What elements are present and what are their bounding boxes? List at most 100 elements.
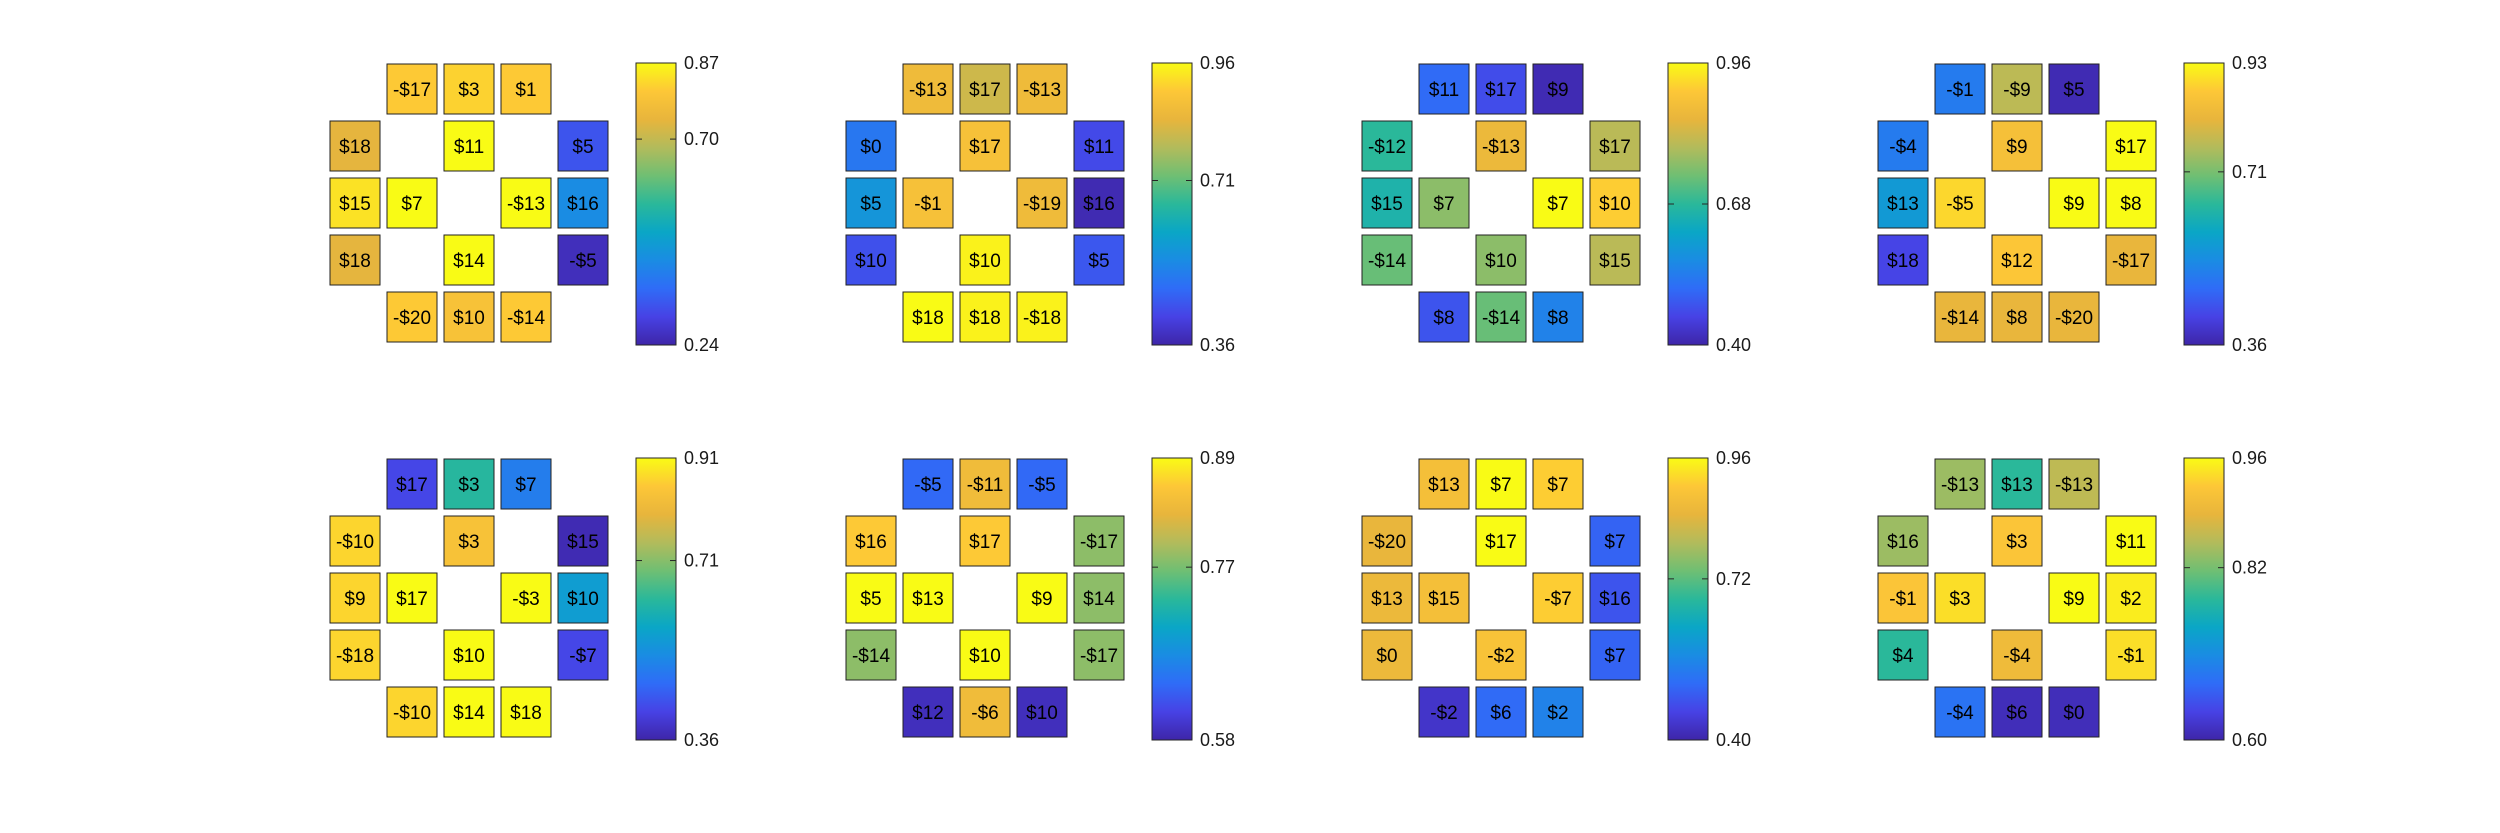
cell-label: -$5 bbox=[569, 251, 596, 272]
cell-label: -$1 bbox=[2117, 646, 2144, 667]
heatmap-cell bbox=[1532, 458, 1584, 510]
heatmap-cell bbox=[386, 291, 438, 343]
cell-label: -$13 bbox=[1023, 80, 1061, 101]
heatmap-cell bbox=[2105, 629, 2157, 681]
heatmap-cell bbox=[1418, 686, 1470, 738]
cell-label: -$2 bbox=[1430, 703, 1457, 724]
heatmap-cell bbox=[2048, 572, 2100, 624]
cell-label: $6 bbox=[1490, 703, 1511, 724]
cell-label: $13 bbox=[2001, 475, 2033, 496]
heatmap-cell bbox=[1016, 686, 1068, 738]
cell-label: $16 bbox=[855, 532, 887, 553]
heatmap-cell bbox=[845, 515, 897, 567]
cell-label: -$5 bbox=[1946, 194, 1973, 215]
colorbar-tick-label: 0.70 bbox=[684, 129, 719, 149]
colorbar-tick-label: 0.71 bbox=[2232, 162, 2267, 182]
cell-label: $8 bbox=[2006, 308, 2027, 329]
cell-label: -$7 bbox=[1544, 589, 1571, 610]
heatmap-cell bbox=[845, 234, 897, 286]
heatmap-cell bbox=[1073, 515, 1125, 567]
heatmap-cell bbox=[1532, 177, 1584, 229]
cell-label: $16 bbox=[1083, 194, 1115, 215]
heatmap-cell bbox=[1532, 572, 1584, 624]
cell-label: -$10 bbox=[336, 532, 374, 553]
colorbar-tick-label: 0.82 bbox=[2232, 558, 2267, 578]
cell-label: -$13 bbox=[507, 194, 545, 215]
cell-label: -$17 bbox=[1080, 646, 1118, 667]
cell-label: -$14 bbox=[507, 308, 545, 329]
heatmap-cell bbox=[443, 686, 495, 738]
colorbar-tick-label: 0.96 bbox=[1200, 53, 1235, 73]
cell-label: $18 bbox=[339, 137, 371, 158]
cell-label: -$17 bbox=[2112, 251, 2150, 272]
heatmap-cell bbox=[2048, 458, 2100, 510]
cell-label: -$11 bbox=[967, 475, 1004, 496]
colorbar-tick-label: 0.58 bbox=[1200, 730, 1235, 750]
heatmap-cell bbox=[1532, 291, 1584, 343]
heatmap-cell bbox=[443, 63, 495, 115]
cell-label: -$4 bbox=[2003, 646, 2031, 667]
cell-label: $15 bbox=[567, 532, 599, 553]
heatmap-panel-1: -$17 $3 $1 $18 $11 $5 $15 $7 -$13 $16 $18 $14 -$5 -$2… bbox=[329, 53, 719, 355]
heatmap-cell bbox=[557, 629, 609, 681]
heatmap-cell bbox=[1418, 458, 1470, 510]
heatmap-cell bbox=[845, 572, 897, 624]
cell-label: $3 bbox=[1949, 589, 1970, 610]
heatmap-cell bbox=[959, 63, 1011, 115]
heatmap-cell bbox=[386, 458, 438, 510]
heatmap-cell bbox=[1589, 629, 1641, 681]
cell-label: $9 bbox=[2006, 137, 2027, 158]
cell-label: $13 bbox=[1428, 475, 1460, 496]
cell-label: $18 bbox=[1887, 251, 1919, 272]
cell-label: $11 bbox=[454, 137, 484, 158]
cell-label: $10 bbox=[1485, 251, 1517, 272]
colorbar-tick-label: 0.36 bbox=[1200, 335, 1235, 355]
heatmap-cell bbox=[500, 686, 552, 738]
heatmap-cell bbox=[557, 177, 609, 229]
heatmap-cell bbox=[386, 572, 438, 624]
heatmap-cell bbox=[1361, 629, 1413, 681]
colorbar-tick-label: 0.40 bbox=[1716, 335, 1751, 355]
cell-label: $11 bbox=[1084, 137, 1114, 158]
cell-label: $14 bbox=[453, 251, 485, 272]
cell-label: $0 bbox=[1376, 646, 1397, 667]
heatmap-cell bbox=[959, 291, 1011, 343]
cell-label: $10 bbox=[453, 308, 485, 329]
cell-label: $10 bbox=[1599, 194, 1631, 215]
cell-label: $17 bbox=[1485, 80, 1517, 101]
cell-label: $2 bbox=[1547, 703, 1568, 724]
colorbar bbox=[1151, 62, 1193, 346]
heatmap-cell bbox=[443, 120, 495, 172]
cell-label: -$19 bbox=[1023, 194, 1061, 215]
heatmap-cell bbox=[1418, 291, 1470, 343]
cell-label: $7 bbox=[1547, 475, 1568, 496]
cell-label: -$7 bbox=[569, 646, 596, 667]
cell-label: $17 bbox=[969, 532, 1001, 553]
cell-label: $9 bbox=[2063, 589, 2084, 610]
heatmap-panel-7: $13 $7 $7 -$20 $17 $7 $13 $15 -$7 $16 $0 -$2 $7 -$2 $6… bbox=[1361, 448, 1751, 750]
cell-label: $7 bbox=[1604, 532, 1625, 553]
colorbar bbox=[635, 457, 677, 741]
heatmap-cell bbox=[329, 515, 381, 567]
heatmap-cell bbox=[1532, 686, 1584, 738]
heatmap-cell bbox=[1475, 63, 1527, 115]
heatmap-cell bbox=[1991, 458, 2043, 510]
cell-label: $3 bbox=[458, 80, 479, 101]
cell-label: -$13 bbox=[2055, 475, 2093, 496]
cell-label: $15 bbox=[1428, 589, 1460, 610]
heatmap-cell bbox=[1877, 629, 1929, 681]
heatmap-cell bbox=[443, 291, 495, 343]
cell-label: $5 bbox=[860, 194, 881, 215]
cell-label: $2 bbox=[2120, 589, 2141, 610]
cell-label: $3 bbox=[458, 532, 479, 553]
colorbar-tick-label: 0.96 bbox=[1716, 448, 1751, 468]
cell-label: $1 bbox=[515, 80, 536, 101]
heatmap-cell bbox=[1991, 234, 2043, 286]
heatmap-cell bbox=[1934, 686, 1986, 738]
heatmap-cell bbox=[1991, 515, 2043, 567]
colorbar-tick-label: 0.71 bbox=[684, 551, 719, 571]
cell-label: -$1 bbox=[1946, 80, 1973, 101]
cell-label: -$1 bbox=[1889, 589, 1916, 610]
cell-label: $0 bbox=[860, 137, 881, 158]
cell-label: $15 bbox=[1599, 251, 1631, 272]
